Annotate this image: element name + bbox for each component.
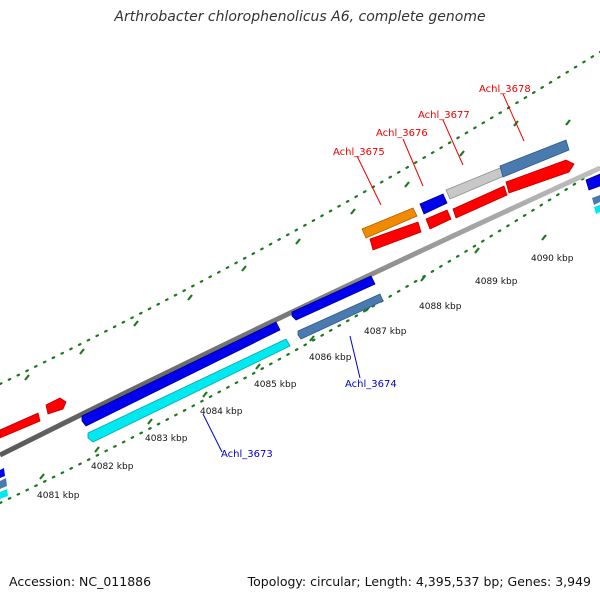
- gene-edge-stack-right: [592, 195, 600, 214]
- callout-lines: [202, 93, 525, 453]
- gene-label-achl-3674[interactable]: Achl_3674: [345, 379, 397, 390]
- gene-label-achl-3675[interactable]: Achl_3675: [333, 147, 385, 158]
- gene-blue-mid[interactable]: [291, 275, 376, 321]
- genome-title: Arthrobacter chlorophenolicus A6, comple…: [114, 9, 486, 25]
- gene-edge-stack-left: [0, 468, 8, 499]
- inner-major-ticks: [39, 234, 547, 480]
- gene-red-small-left[interactable]: [0, 412, 41, 439]
- kbp-label-4083: 4083 kbp: [145, 434, 188, 444]
- gene-blue-edge-right[interactable]: [585, 173, 600, 191]
- gene-red-arrow-left[interactable]: [45, 397, 67, 415]
- gene-achl-3675-orange[interactable]: [361, 207, 418, 239]
- gene-label-achl-3677[interactable]: Achl_3677: [418, 110, 470, 121]
- gene-label-achl-3678[interactable]: Achl_3678: [479, 84, 531, 95]
- gene-red-small-mid[interactable]: [425, 209, 452, 230]
- kbp-label-4090: 4090 kbp: [531, 254, 574, 264]
- gene-red-under-gray[interactable]: [452, 185, 508, 219]
- outer-major-ticks: [24, 119, 571, 381]
- kbp-label-4086: 4086 kbp: [309, 353, 352, 363]
- kbp-label-4081: 4081 kbp: [37, 491, 80, 501]
- kbp-label-4085: 4085 kbp: [254, 380, 297, 390]
- accession-text: Accession: NC_011886: [9, 574, 152, 589]
- gene-label-achl-3673[interactable]: Achl_3673: [221, 449, 273, 460]
- kbp-label-4082: 4082 kbp: [91, 462, 134, 472]
- gene-achl-3674-steelblue[interactable]: [297, 293, 384, 340]
- kbp-label-4089: 4089 kbp: [475, 277, 518, 287]
- gene-achl-3676-blue[interactable]: [419, 193, 448, 215]
- gene-red-long-right[interactable]: [505, 159, 575, 194]
- gene-blue-long[interactable]: [81, 321, 281, 427]
- gene-red-under-orange[interactable]: [369, 221, 422, 251]
- genome-summary-text: Topology: circular; Length: 4,395,537 bp…: [247, 574, 591, 589]
- gene-achl-3678-steelblue[interactable]: [499, 139, 570, 178]
- kbp-label-4084: 4084 kbp: [200, 407, 243, 417]
- kbp-label-4088: 4088 kbp: [419, 302, 462, 312]
- gene-label-achl-3676[interactable]: Achl_3676: [376, 128, 428, 139]
- kbp-label-4087: 4087 kbp: [364, 327, 407, 337]
- gene-achl-3673-cyan[interactable]: [87, 338, 291, 443]
- inner-tick-ring: [0, 166, 600, 505]
